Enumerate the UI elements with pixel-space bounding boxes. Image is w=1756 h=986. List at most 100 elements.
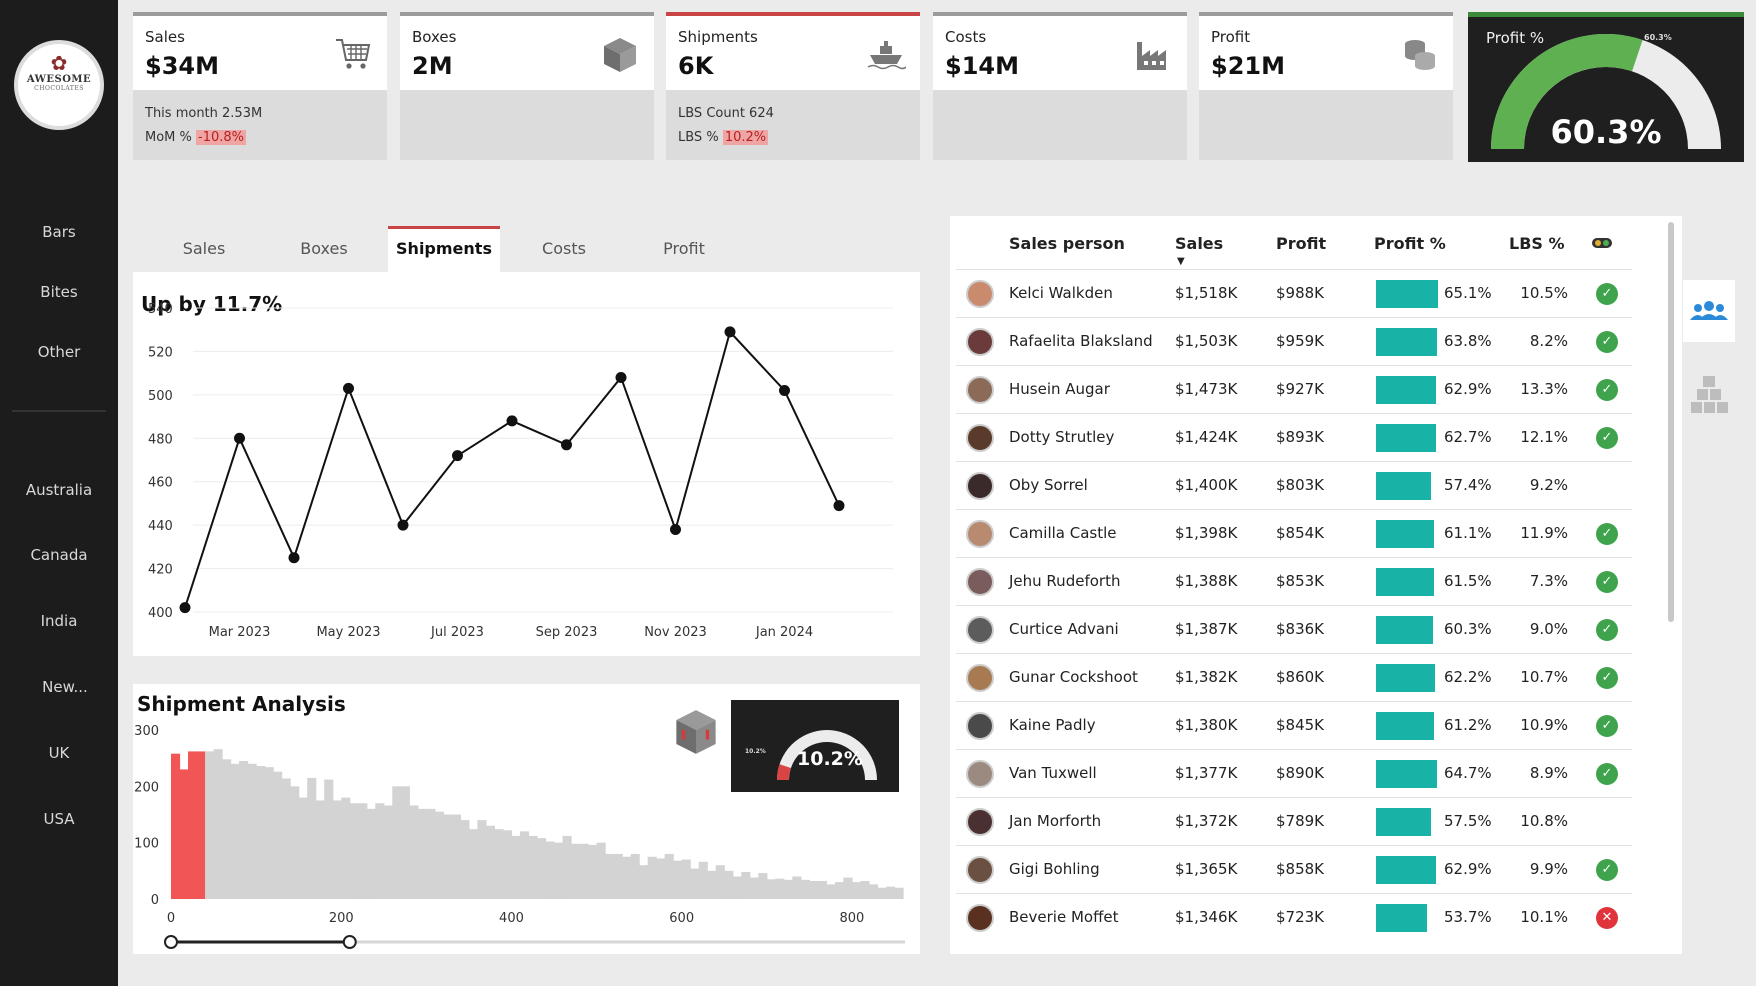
histogram-bar[interactable] (792, 876, 802, 899)
tab-costs[interactable]: Costs (542, 239, 586, 258)
table-row[interactable]: Jan Morforth $1,372K $789K 57.5% 10.8% (956, 797, 1632, 845)
histogram-bar[interactable] (596, 842, 606, 899)
histogram-bar[interactable] (605, 853, 615, 899)
col-sales[interactable]: Sales (1175, 234, 1224, 253)
histogram-bar[interactable] (834, 882, 845, 899)
histogram-bar[interactable] (851, 882, 862, 899)
sales-person-view-button[interactable] (1683, 280, 1735, 342)
histogram-bar[interactable] (179, 769, 189, 899)
histogram-bar[interactable] (222, 759, 232, 899)
kpi-costs-card[interactable]: Costs $14M (933, 12, 1187, 160)
table-scrollbar[interactable] (1668, 222, 1674, 622)
filter-australia[interactable]: Australia (25, 481, 93, 499)
histogram-bar[interactable] (826, 884, 836, 899)
histogram-bar[interactable] (383, 805, 393, 899)
data-point[interactable] (343, 382, 354, 394)
filter-usa[interactable]: USA (43, 810, 75, 828)
histogram-bar[interactable] (375, 803, 385, 899)
histogram-bar[interactable] (324, 779, 334, 899)
histogram-bar[interactable] (783, 879, 793, 899)
histogram-bar[interactable] (477, 820, 487, 899)
table-row[interactable]: Jehu Rudeforth $1,388K $853K 61.5% 7.3% ✓ (956, 557, 1632, 605)
table-row[interactable]: Oby Sorrel $1,400K $803K 57.4% 9.2% (956, 461, 1632, 509)
histogram-bar[interactable] (502, 830, 513, 899)
shipment-histogram[interactable]: 0 100 200 300 0 200 400 600 800 (133, 684, 920, 954)
table-row[interactable]: Kelci Walkden $1,518K $988K 65.1% 10.5% ✓ (956, 269, 1632, 317)
data-point[interactable] (452, 450, 463, 462)
kpi-boxes-card[interactable]: Boxes 2M (400, 12, 654, 160)
histogram-bar[interactable] (656, 858, 666, 899)
histogram-bar[interactable] (400, 786, 410, 899)
data-point[interactable] (779, 385, 790, 397)
histogram-bar[interactable] (307, 777, 317, 899)
histogram-bar[interactable] (358, 803, 368, 899)
shipments-line-chart[interactable]: 400 420 440 460 480 500 520 540 Mar 2023 May 2023… (133, 272, 920, 656)
histogram-bar[interactable] (188, 751, 198, 899)
histogram-bar[interactable] (349, 803, 359, 899)
histogram-bar[interactable] (579, 843, 589, 899)
col-profit-pct[interactable]: Profit % (1374, 234, 1446, 253)
histogram-bar[interactable] (860, 880, 870, 899)
histogram-bar[interactable] (775, 878, 785, 899)
profit-pct-gauge[interactable]: Profit % 60.3% 60.3% (1468, 12, 1744, 162)
table-row[interactable]: Gigi Bohling $1,365K $858K 62.9% 9.9% ✓ (956, 845, 1632, 893)
table-row[interactable]: Husein Augar $1,473K $927K 62.9% 13.3% ✓ (956, 365, 1632, 413)
table-row[interactable]: Dotty Strutley $1,424K $893K 62.7% 12.1% ✓ (956, 413, 1632, 461)
histogram-bar[interactable] (630, 853, 640, 899)
data-point[interactable] (615, 371, 627, 383)
filter-bars[interactable]: Bars (42, 223, 76, 241)
tab-shipments[interactable]: Shipments (388, 226, 500, 272)
histogram-bar[interactable] (494, 829, 504, 899)
table-row[interactable]: Camilla Castle $1,398K $854K 61.1% 11.9% ✓ (956, 509, 1632, 557)
data-point[interactable] (397, 519, 409, 531)
histogram-bar[interactable] (647, 856, 657, 899)
table-row[interactable]: Rafaelita Blaksland $1,503K $959K 63.8% 8.2%… (956, 317, 1632, 365)
histogram-bar[interactable] (800, 879, 810, 899)
histogram-bar[interactable] (451, 814, 461, 900)
histogram-bar[interactable] (315, 800, 325, 899)
histogram-bar[interactable] (281, 778, 291, 899)
histogram-bar[interactable] (681, 859, 691, 899)
kpi-profit-card[interactable]: Profit $21M (1199, 12, 1453, 160)
data-point[interactable] (724, 326, 736, 338)
histogram-bar[interactable] (264, 767, 274, 899)
product-view-button[interactable] (1683, 362, 1735, 424)
data-point[interactable] (234, 432, 245, 444)
histogram-bar[interactable] (196, 751, 206, 899)
histogram-bar[interactable] (213, 749, 223, 899)
histogram-bar[interactable] (868, 884, 879, 899)
range-slider-handle-max[interactable] (342, 935, 357, 949)
histogram-bar[interactable] (392, 786, 402, 899)
histogram-bar[interactable] (766, 879, 776, 899)
histogram-bar[interactable] (230, 763, 240, 899)
histogram-bar[interactable] (468, 829, 479, 899)
histogram-bar[interactable] (690, 868, 700, 899)
filter-new-zealand[interactable]: New... (42, 678, 88, 696)
data-point[interactable] (670, 523, 681, 535)
table-row[interactable]: Van Tuxwell $1,377K $890K 64.7% 8.9% ✓ (956, 749, 1632, 797)
histogram-bar[interactable] (639, 865, 649, 899)
histogram-bar[interactable] (885, 886, 896, 899)
histogram-bar[interactable] (554, 842, 564, 899)
histogram-bar[interactable] (366, 808, 376, 899)
histogram-bar[interactable] (332, 800, 342, 899)
histogram-bar[interactable] (256, 766, 266, 899)
histogram-bar[interactable] (434, 811, 444, 899)
histogram-bar[interactable] (707, 870, 717, 899)
kpi-shipments-card[interactable]: Shipments 6K LBS Count 624 LBS % 10.2% (666, 12, 920, 160)
histogram-bar[interactable] (537, 838, 547, 899)
histogram-bar[interactable] (749, 877, 759, 899)
histogram-bar[interactable] (741, 871, 751, 899)
histogram-bar[interactable] (485, 825, 496, 899)
histogram-bar[interactable] (562, 835, 572, 899)
histogram-bar[interactable] (426, 808, 436, 899)
data-point[interactable] (506, 415, 518, 427)
histogram-bar[interactable] (290, 786, 300, 899)
histogram-bar[interactable] (732, 876, 742, 899)
histogram-bar[interactable] (528, 835, 538, 899)
table-row[interactable]: Gunar Cockshoot $1,382K $860K 62.2% 10.7% ✓ (956, 653, 1632, 701)
histogram-bar[interactable] (460, 820, 470, 899)
histogram-bar[interactable] (664, 853, 674, 899)
histogram-bar[interactable] (715, 865, 725, 899)
histogram-bar[interactable] (571, 843, 581, 899)
